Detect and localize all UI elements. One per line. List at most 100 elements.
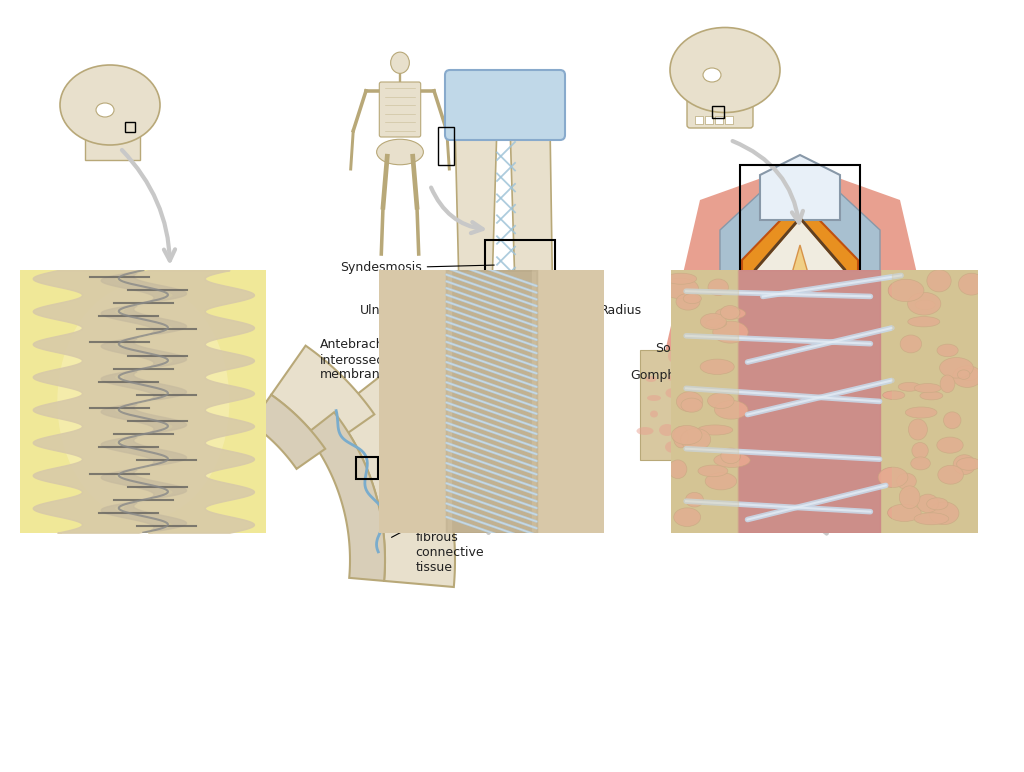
Polygon shape xyxy=(742,200,858,455)
Ellipse shape xyxy=(684,427,698,439)
Ellipse shape xyxy=(710,441,723,453)
Ellipse shape xyxy=(664,425,678,434)
Ellipse shape xyxy=(748,443,765,451)
Polygon shape xyxy=(306,412,385,581)
Ellipse shape xyxy=(796,355,812,367)
Ellipse shape xyxy=(839,374,855,387)
Text: (c): (c) xyxy=(780,480,800,494)
Text: Root of
tooth: Root of tooth xyxy=(860,314,944,342)
Ellipse shape xyxy=(957,370,970,379)
Ellipse shape xyxy=(676,293,700,310)
Ellipse shape xyxy=(758,355,766,364)
Text: Syndesmosis: Syndesmosis xyxy=(340,262,495,275)
Text: (b): (b) xyxy=(490,470,510,484)
Ellipse shape xyxy=(819,391,835,397)
Polygon shape xyxy=(790,245,810,450)
Ellipse shape xyxy=(721,448,740,464)
FancyBboxPatch shape xyxy=(379,82,421,137)
Ellipse shape xyxy=(912,442,928,459)
Ellipse shape xyxy=(57,283,229,520)
Ellipse shape xyxy=(900,335,922,353)
Polygon shape xyxy=(738,270,880,533)
Ellipse shape xyxy=(906,378,924,384)
Ellipse shape xyxy=(715,401,748,419)
Ellipse shape xyxy=(771,408,786,414)
Ellipse shape xyxy=(685,493,703,507)
Ellipse shape xyxy=(910,457,931,470)
Bar xyxy=(85,125,140,160)
Bar xyxy=(740,165,860,455)
Ellipse shape xyxy=(674,508,700,527)
Ellipse shape xyxy=(731,374,741,388)
Bar xyxy=(355,457,378,479)
Ellipse shape xyxy=(859,411,873,422)
Text: Dense
fibrous
connective
tissue: Dense fibrous connective tissue xyxy=(380,489,484,574)
Text: Radius: Radius xyxy=(536,303,642,317)
Polygon shape xyxy=(446,270,537,533)
Bar xyxy=(485,240,555,340)
Ellipse shape xyxy=(907,293,941,315)
Ellipse shape xyxy=(848,391,856,403)
Ellipse shape xyxy=(904,445,915,456)
Ellipse shape xyxy=(706,472,736,490)
Ellipse shape xyxy=(838,413,851,419)
Ellipse shape xyxy=(693,445,701,452)
Ellipse shape xyxy=(774,443,784,453)
Ellipse shape xyxy=(915,300,935,310)
Ellipse shape xyxy=(390,52,410,73)
Polygon shape xyxy=(640,175,790,460)
Ellipse shape xyxy=(674,426,688,448)
Ellipse shape xyxy=(927,269,951,292)
Bar xyxy=(125,122,135,132)
Ellipse shape xyxy=(914,384,941,393)
Ellipse shape xyxy=(714,355,725,367)
Ellipse shape xyxy=(908,317,940,327)
Ellipse shape xyxy=(706,319,727,328)
Ellipse shape xyxy=(940,357,973,378)
Polygon shape xyxy=(379,270,451,533)
Ellipse shape xyxy=(953,455,976,475)
Bar xyxy=(695,116,703,124)
Text: (a): (a) xyxy=(140,445,160,459)
Ellipse shape xyxy=(927,425,939,433)
Ellipse shape xyxy=(759,405,767,417)
Ellipse shape xyxy=(918,494,939,513)
Polygon shape xyxy=(455,125,497,450)
Ellipse shape xyxy=(950,394,964,402)
Ellipse shape xyxy=(698,465,728,477)
Bar xyxy=(712,106,724,118)
Ellipse shape xyxy=(908,419,928,440)
Ellipse shape xyxy=(879,467,908,487)
Text: Socket: Socket xyxy=(655,341,739,354)
Ellipse shape xyxy=(883,391,905,399)
Bar xyxy=(742,320,857,420)
Ellipse shape xyxy=(929,502,958,524)
Ellipse shape xyxy=(822,404,831,417)
Bar xyxy=(705,116,713,124)
Ellipse shape xyxy=(681,428,711,450)
Ellipse shape xyxy=(914,513,949,525)
Ellipse shape xyxy=(716,308,745,320)
Text: Suture: Suture xyxy=(381,466,457,479)
Polygon shape xyxy=(20,270,266,533)
Ellipse shape xyxy=(683,293,701,303)
Polygon shape xyxy=(720,165,880,460)
Ellipse shape xyxy=(943,412,961,428)
Bar xyxy=(725,116,733,124)
Polygon shape xyxy=(446,270,537,533)
Polygon shape xyxy=(510,125,555,450)
Ellipse shape xyxy=(713,404,727,416)
Ellipse shape xyxy=(899,486,920,509)
Ellipse shape xyxy=(904,351,916,364)
Ellipse shape xyxy=(730,353,746,361)
Ellipse shape xyxy=(910,427,918,435)
Ellipse shape xyxy=(841,445,857,453)
Ellipse shape xyxy=(662,405,674,415)
Ellipse shape xyxy=(669,460,687,479)
Ellipse shape xyxy=(795,426,804,432)
Polygon shape xyxy=(446,270,537,533)
Ellipse shape xyxy=(730,442,742,452)
Ellipse shape xyxy=(898,382,921,391)
Ellipse shape xyxy=(956,458,981,470)
Ellipse shape xyxy=(703,68,721,82)
